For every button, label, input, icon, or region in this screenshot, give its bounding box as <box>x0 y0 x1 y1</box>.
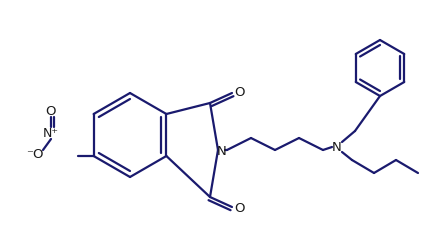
Text: N⁺: N⁺ <box>43 126 59 140</box>
Text: ⁻O: ⁻O <box>26 147 44 161</box>
Text: O: O <box>234 85 245 99</box>
Text: O: O <box>46 104 56 118</box>
Text: N: N <box>332 141 341 153</box>
Text: O: O <box>234 202 245 214</box>
Text: N: N <box>217 144 226 158</box>
